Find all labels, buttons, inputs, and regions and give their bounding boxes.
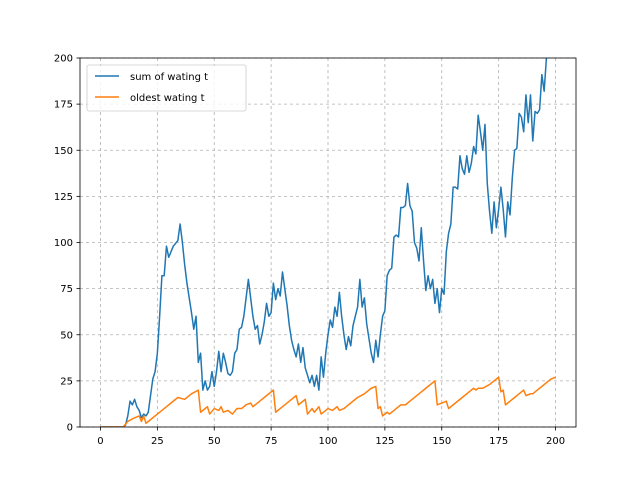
series-line-1 bbox=[100, 376, 556, 427]
x-tick-label: 100 bbox=[318, 436, 337, 447]
legend-label-sum: sum of wating t bbox=[130, 72, 208, 83]
legend: sum of wating t oldest wating t bbox=[86, 64, 247, 112]
x-tick-label: 200 bbox=[546, 436, 565, 447]
y-tick-label: 200 bbox=[54, 54, 73, 65]
y-tick-label: 75 bbox=[60, 284, 73, 295]
y-tick-label: 150 bbox=[54, 146, 73, 157]
x-tick-label: 50 bbox=[208, 436, 221, 447]
x-tick-label: 0 bbox=[97, 436, 103, 447]
y-tick-label: 175 bbox=[54, 100, 73, 111]
y-tick-label: 0 bbox=[67, 423, 73, 434]
x-tick-label: 175 bbox=[489, 436, 508, 447]
series-lines bbox=[100, 58, 556, 427]
x-axis: 0 25 50 75 100 125 150 175 200 bbox=[97, 427, 565, 447]
y-tick-label: 25 bbox=[60, 376, 73, 387]
legend-label-oldest: oldest wating t bbox=[130, 93, 205, 104]
y-axis: 0 25 50 75 100 125 150 175 200 bbox=[54, 54, 80, 434]
x-tick-label: 25 bbox=[151, 436, 164, 447]
legend-box bbox=[86, 64, 247, 112]
x-tick-label: 75 bbox=[265, 436, 278, 447]
x-tick-label: 125 bbox=[375, 436, 394, 447]
y-tick-label: 100 bbox=[54, 238, 73, 249]
x-tick-label: 150 bbox=[432, 436, 451, 447]
y-tick-label: 125 bbox=[54, 192, 73, 203]
y-tick-label: 50 bbox=[60, 330, 73, 341]
series-line-0 bbox=[100, 58, 548, 427]
